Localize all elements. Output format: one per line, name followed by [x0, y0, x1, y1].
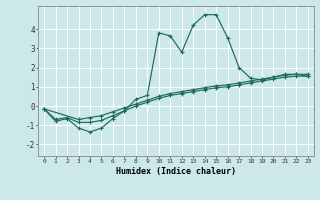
- X-axis label: Humidex (Indice chaleur): Humidex (Indice chaleur): [116, 167, 236, 176]
